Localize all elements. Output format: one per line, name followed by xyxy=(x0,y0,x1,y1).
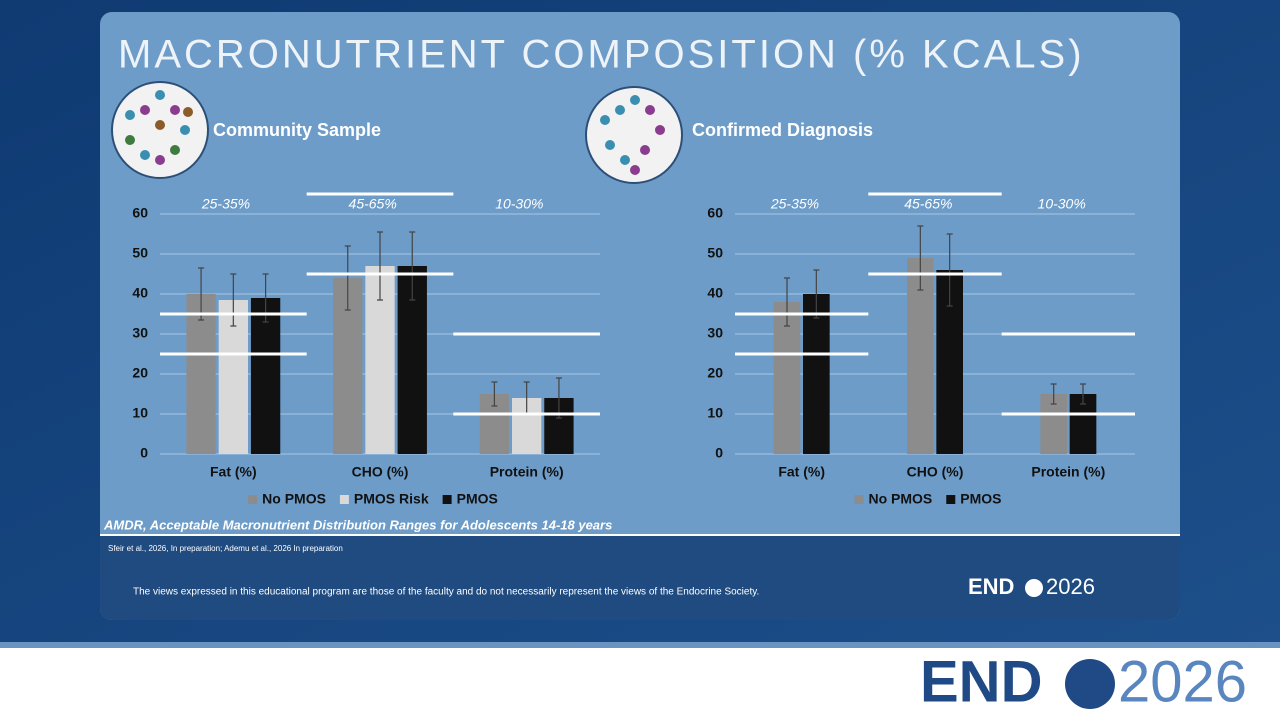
logo-text: END xyxy=(968,574,1014,599)
slide-panel xyxy=(100,12,1180,620)
y-tick-label: 60 xyxy=(707,205,723,221)
error-bar xyxy=(409,231,416,301)
icon-diagnosis xyxy=(585,86,683,184)
legend-label: No PMOS xyxy=(868,491,932,507)
y-tick-label: 40 xyxy=(132,285,148,301)
error-bar xyxy=(555,377,562,419)
y-tick-label: 10 xyxy=(132,405,148,421)
range-label: 10-30% xyxy=(495,196,543,212)
error-bar xyxy=(491,381,498,407)
y-tick-label: 40 xyxy=(707,285,723,301)
logo-year: 2026 xyxy=(1046,574,1095,599)
bar xyxy=(803,294,830,454)
range-label: 45-65% xyxy=(349,196,397,212)
icon-community xyxy=(111,81,209,179)
y-tick-label: 0 xyxy=(140,445,148,461)
legend-swatch xyxy=(854,495,864,504)
error-bar xyxy=(377,231,383,301)
panel-footer xyxy=(100,535,1180,620)
bar xyxy=(186,294,216,454)
footnote: AMDR, Acceptable Macronutrient Distribut… xyxy=(103,517,612,532)
legend-label: PMOS xyxy=(457,491,498,507)
range-label: 25-35% xyxy=(201,196,250,212)
logo-year: 2026 xyxy=(1118,649,1247,714)
x-tick-label: CHO (%) xyxy=(907,464,964,480)
logo-small: END 2026 xyxy=(968,574,1095,599)
error-bar xyxy=(917,225,924,291)
logo-o xyxy=(1065,659,1115,709)
y-tick-label: 20 xyxy=(707,365,723,381)
x-tick-label: Fat (%) xyxy=(778,464,825,480)
range-label: 45-65% xyxy=(904,196,952,212)
chart-title: Community Sample xyxy=(213,120,381,140)
error-bar xyxy=(230,273,237,327)
range-label: 10-30% xyxy=(1038,196,1086,212)
y-tick-label: 20 xyxy=(132,365,148,381)
error-bar xyxy=(784,277,790,327)
error-bar xyxy=(1050,383,1057,405)
error-bar xyxy=(813,269,820,319)
legend-label: PMOS xyxy=(960,491,1001,507)
y-tick-label: 50 xyxy=(707,245,723,261)
y-tick-label: 60 xyxy=(132,205,148,221)
bar xyxy=(907,258,934,454)
slide-title: MACRONUTRIENT COMPOSITION (% KCALS) xyxy=(118,33,1085,77)
range-label: 25-35% xyxy=(770,196,819,212)
legend-label: PMOS Risk xyxy=(354,491,429,507)
y-tick-label: 0 xyxy=(715,445,723,461)
y-tick-label: 30 xyxy=(707,325,723,341)
bar xyxy=(250,298,281,454)
legend-swatch xyxy=(248,495,258,504)
divider xyxy=(0,642,1280,648)
error-bar xyxy=(198,267,205,321)
x-tick-label: Fat (%) xyxy=(210,464,257,480)
legend-swatch xyxy=(946,495,956,504)
legend-swatch xyxy=(442,495,452,504)
x-tick-label: Protein (%) xyxy=(490,464,564,480)
citation: Sfeir et al., 2026, In preparation; Adem… xyxy=(108,544,343,553)
error-bar xyxy=(1080,383,1086,405)
error-bar xyxy=(946,233,953,307)
legend-swatch xyxy=(339,495,349,504)
bar xyxy=(773,302,801,454)
error-bar xyxy=(344,245,351,311)
logo-o xyxy=(1025,579,1043,597)
legend-label: No PMOS xyxy=(262,491,326,507)
x-tick-label: CHO (%) xyxy=(352,464,409,480)
y-tick-label: 50 xyxy=(132,245,148,261)
x-tick-label: Protein (%) xyxy=(1031,464,1105,480)
chart-title: Confirmed Diagnosis xyxy=(692,120,873,140)
logo-large: END 2026 xyxy=(920,649,1247,714)
y-tick-label: 10 xyxy=(707,405,723,421)
disclaimer: The views expressed in this educational … xyxy=(133,587,759,598)
logo-text: END xyxy=(920,649,1042,714)
y-tick-label: 30 xyxy=(132,325,148,341)
